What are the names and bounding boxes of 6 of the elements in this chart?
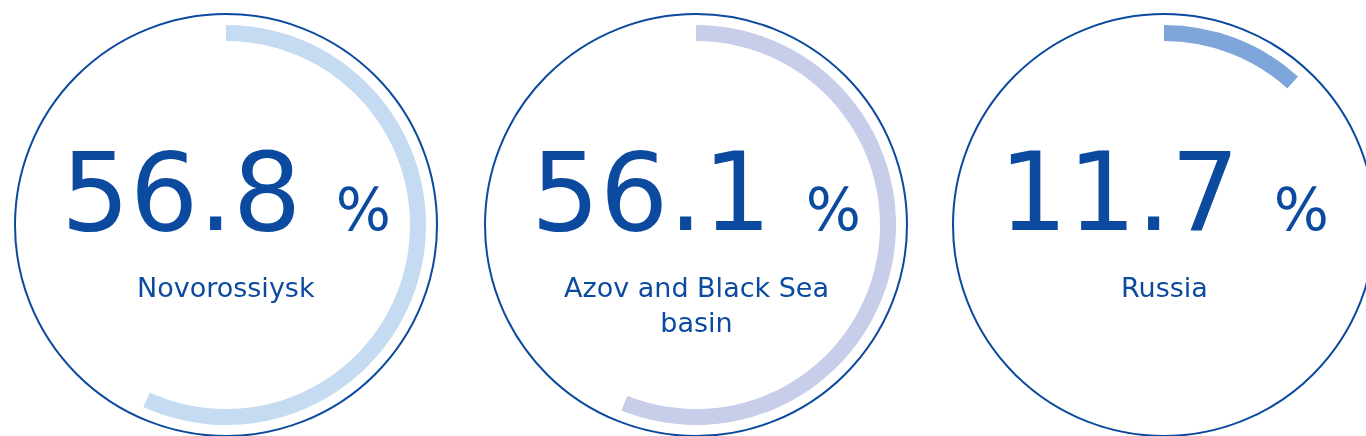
data-label: 56.1 %: [531, 130, 861, 255]
slice-label: Russia: [1121, 272, 1208, 303]
data-label: 56.8 %: [61, 130, 391, 255]
slice-label: Azov and Black Sea basin: [564, 272, 830, 339]
data-label: 11.7 %: [999, 130, 1329, 255]
slice-label: Novorossiysk: [137, 272, 315, 303]
